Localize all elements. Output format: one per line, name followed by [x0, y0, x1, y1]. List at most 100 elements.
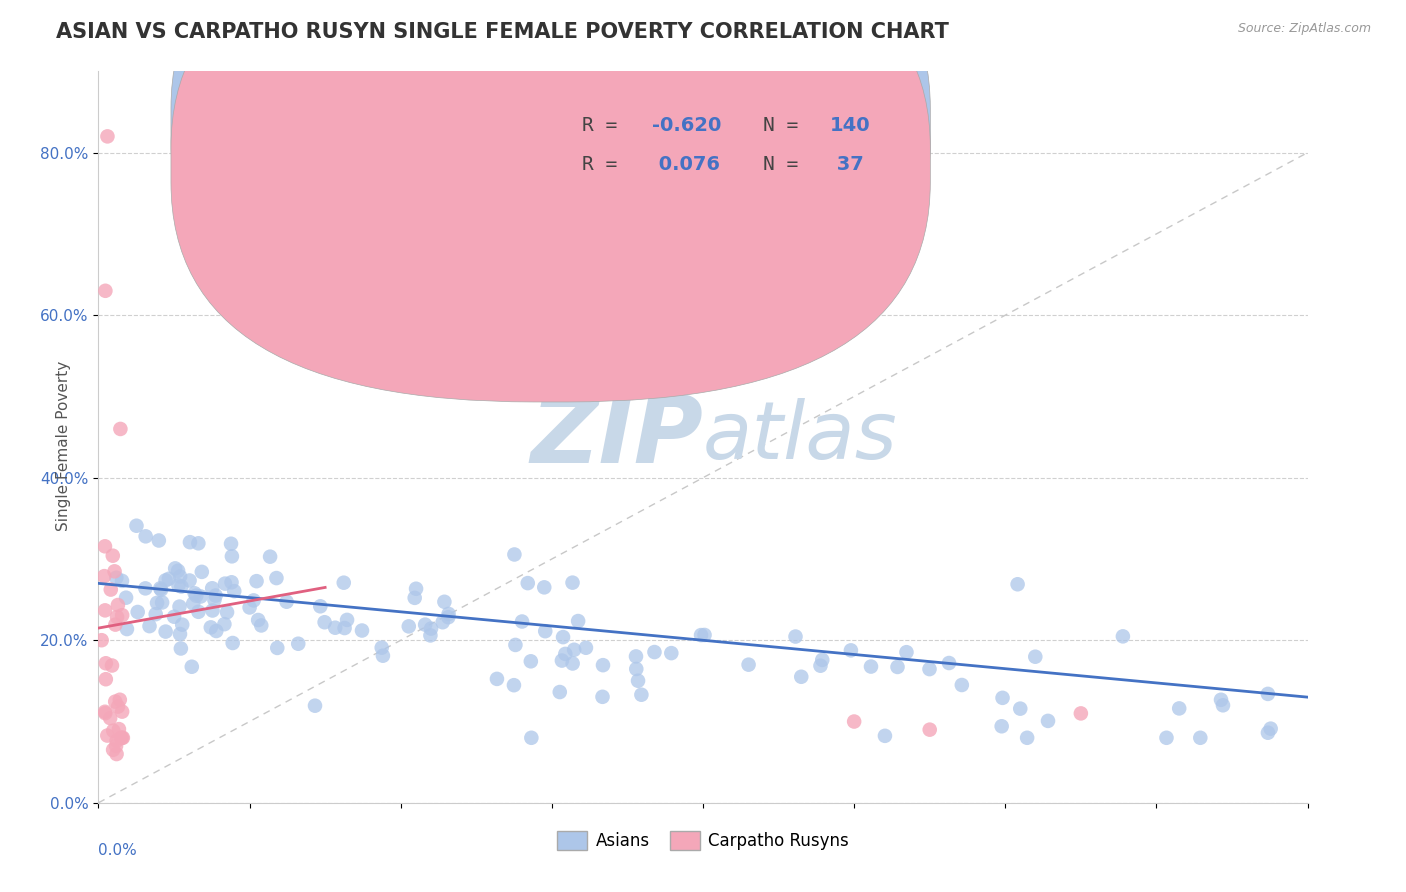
Point — [94, 705, 117, 719]
Point — [172, 617, 194, 632]
Point — [165, 561, 187, 575]
Point — [180, 659, 202, 673]
Point — [105, 733, 128, 747]
Point — [1156, 731, 1178, 745]
Point — [1209, 692, 1232, 706]
Point — [839, 643, 862, 657]
Text: 37: 37 — [830, 155, 863, 175]
Point — [886, 660, 908, 674]
Point — [420, 622, 443, 636]
Point — [108, 692, 131, 706]
Point — [186, 589, 208, 603]
Point — [239, 600, 262, 615]
Point — [1036, 714, 1059, 728]
Point — [332, 575, 354, 590]
Point — [567, 614, 589, 628]
Point — [259, 549, 281, 564]
Point — [1168, 701, 1191, 715]
Point — [503, 548, 526, 562]
Point — [179, 574, 201, 588]
Point — [104, 695, 127, 709]
Legend: Asians, Carpatho Rusyns: Asians, Carpatho Rusyns — [551, 824, 855, 856]
Point — [111, 574, 134, 588]
Point — [190, 590, 212, 604]
Point — [437, 607, 460, 621]
Point — [103, 723, 125, 738]
Point — [785, 630, 807, 644]
Point — [659, 646, 682, 660]
Point — [155, 574, 177, 588]
Point — [314, 615, 336, 630]
Point — [309, 599, 332, 614]
Point — [554, 647, 576, 661]
Point — [110, 422, 132, 436]
Point — [737, 657, 759, 672]
Text: 0.076: 0.076 — [652, 155, 720, 175]
Point — [150, 595, 173, 609]
Point — [115, 622, 138, 636]
Text: Source: ZipAtlas.com: Source: ZipAtlas.com — [1237, 22, 1371, 36]
Text: 140: 140 — [830, 116, 870, 135]
Point — [191, 565, 214, 579]
FancyBboxPatch shape — [172, 0, 931, 402]
Text: N =: N = — [763, 116, 810, 135]
Point — [187, 605, 209, 619]
Point — [844, 714, 866, 729]
Point — [101, 549, 124, 563]
Point — [107, 699, 129, 714]
Point — [149, 582, 172, 596]
Point — [179, 535, 201, 549]
Point — [105, 571, 128, 585]
Point — [551, 630, 574, 644]
Point — [157, 572, 180, 586]
Point — [503, 678, 526, 692]
Point — [510, 615, 533, 629]
Point — [562, 642, 585, 657]
Point — [592, 658, 614, 673]
Point — [221, 575, 243, 590]
Point — [110, 731, 132, 745]
Point — [215, 605, 238, 619]
Point — [135, 529, 157, 543]
Point — [94, 603, 117, 617]
Point — [548, 685, 571, 699]
Point — [111, 705, 134, 719]
Text: R =: R = — [582, 116, 628, 135]
Point — [125, 518, 148, 533]
Point — [101, 658, 124, 673]
Point — [205, 624, 228, 638]
Point — [370, 640, 392, 655]
Point — [690, 628, 713, 642]
Point — [534, 624, 557, 639]
Point — [304, 698, 326, 713]
Point — [169, 569, 191, 583]
Point — [333, 621, 356, 635]
Point — [204, 589, 226, 603]
Point — [163, 609, 186, 624]
Point — [505, 638, 527, 652]
Point — [873, 729, 896, 743]
Point — [811, 653, 834, 667]
Point — [214, 576, 236, 591]
Point — [810, 658, 832, 673]
Point — [398, 619, 420, 633]
Point — [200, 620, 222, 634]
Point — [1257, 725, 1279, 739]
Point — [432, 615, 454, 630]
Point — [245, 574, 267, 589]
Point — [94, 284, 117, 298]
Point — [93, 569, 115, 583]
Point — [1212, 698, 1234, 713]
Point — [103, 565, 125, 579]
Point — [94, 657, 117, 671]
Point — [624, 649, 647, 664]
Point — [96, 129, 118, 144]
Point — [287, 637, 309, 651]
Text: R =: R = — [582, 155, 628, 175]
Point — [1017, 731, 1039, 745]
Point — [101, 743, 124, 757]
Point — [1024, 649, 1046, 664]
Point — [169, 599, 191, 614]
Point — [94, 539, 117, 553]
Point — [516, 576, 538, 591]
